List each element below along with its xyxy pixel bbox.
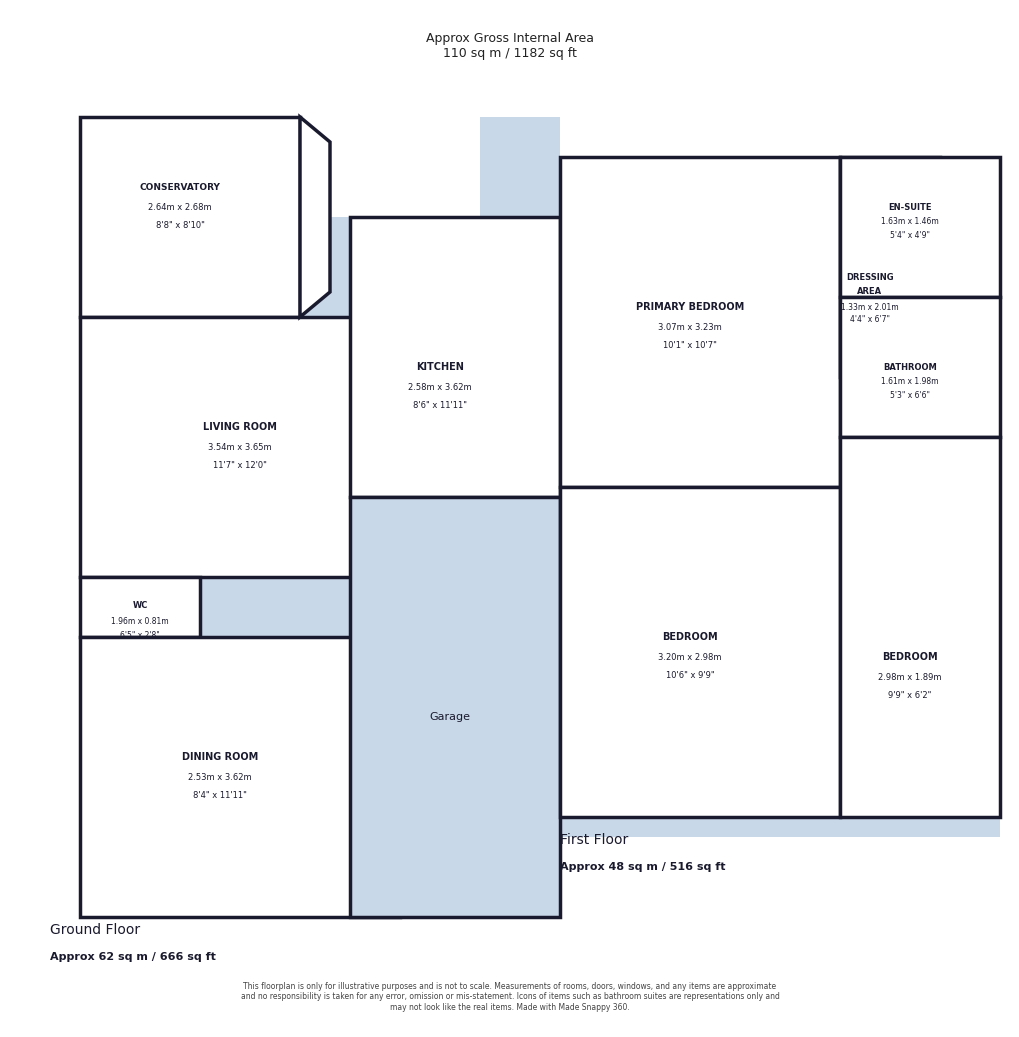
Bar — [840, 157, 940, 377]
Text: WC: WC — [132, 600, 148, 610]
Text: 1.33m x 2.01m: 1.33m x 2.01m — [841, 303, 898, 311]
Text: EN-SUITE: EN-SUITE — [888, 202, 930, 212]
Text: DINING ROOM: DINING ROOM — [181, 752, 258, 762]
Text: 5'3" x 6'6": 5'3" x 6'6" — [890, 391, 929, 399]
Bar — [350, 497, 559, 917]
Text: 5'4" x 4'9": 5'4" x 4'9" — [890, 230, 929, 240]
Text: DRESSING: DRESSING — [846, 273, 893, 281]
Polygon shape — [559, 157, 999, 837]
Text: KITCHEN: KITCHEN — [416, 362, 464, 372]
Text: 9'9" x 6'2": 9'9" x 6'2" — [888, 691, 930, 700]
Text: Ground Floor: Ground Floor — [50, 923, 140, 937]
Bar — [559, 487, 840, 817]
Text: This floorplan is only for illustrative purposes and is not to scale. Measuremen: This floorplan is only for illustrative … — [240, 982, 779, 1012]
Text: 3.07m x 3.23m: 3.07m x 3.23m — [657, 323, 721, 332]
Text: Approx 62 sq m / 666 sq ft: Approx 62 sq m / 666 sq ft — [50, 952, 216, 962]
Text: 3.54m x 3.65m: 3.54m x 3.65m — [208, 443, 271, 451]
Text: Garage: Garage — [429, 712, 470, 722]
Text: 8'4" x 11'11": 8'4" x 11'11" — [193, 790, 247, 800]
Text: 2.64m x 2.68m: 2.64m x 2.68m — [148, 202, 212, 212]
Text: 1.61m x 1.98m: 1.61m x 1.98m — [880, 377, 937, 387]
Text: 1.63m x 1.46m: 1.63m x 1.46m — [880, 218, 937, 226]
Text: Approx Gross Internal Area
110 sq m / 1182 sq ft: Approx Gross Internal Area 110 sq m / 11… — [426, 32, 593, 60]
Bar — [350, 217, 559, 497]
Polygon shape — [79, 117, 559, 917]
Text: LIVING ROOM: LIVING ROOM — [203, 422, 277, 432]
Text: 1.96m x 0.81m: 1.96m x 0.81m — [111, 617, 169, 626]
Text: Approx 48 sq m / 516 sq ft: Approx 48 sq m / 516 sq ft — [559, 862, 725, 872]
Text: AREA: AREA — [857, 287, 881, 297]
Text: 4'4" x 6'7": 4'4" x 6'7" — [849, 315, 890, 325]
Text: 3.20m x 2.98m: 3.20m x 2.98m — [657, 652, 721, 662]
Bar — [79, 637, 399, 917]
Text: BEDROOM: BEDROOM — [881, 652, 936, 662]
Text: 11'7" x 12'0": 11'7" x 12'0" — [213, 460, 267, 470]
Text: JUDGE
ESTATE AGENTS: JUDGE ESTATE AGENTS — [214, 506, 485, 568]
Bar — [840, 157, 999, 297]
Text: PRIMARY BEDROOM: PRIMARY BEDROOM — [635, 302, 744, 312]
Polygon shape — [300, 117, 330, 317]
Bar — [840, 297, 999, 437]
Text: 10'1" x 10'7": 10'1" x 10'7" — [662, 340, 716, 349]
Bar — [79, 577, 200, 637]
Text: First Floor: First Floor — [559, 833, 628, 847]
Text: 8'8" x 8'10": 8'8" x 8'10" — [156, 221, 204, 229]
Text: 10'6" x 9'9": 10'6" x 9'9" — [665, 671, 713, 679]
Text: CONSERVATORY: CONSERVATORY — [140, 183, 220, 192]
Text: 8'6" x 11'11": 8'6" x 11'11" — [413, 400, 467, 410]
Bar — [840, 437, 999, 817]
Text: 2.58m x 3.62m: 2.58m x 3.62m — [408, 383, 472, 392]
Bar — [79, 117, 300, 317]
Text: BATHROOM: BATHROOM — [882, 363, 936, 371]
Bar — [79, 317, 439, 577]
Text: BEDROOM: BEDROOM — [661, 632, 717, 642]
Text: 6'5" x 2'8": 6'5" x 2'8" — [120, 630, 160, 640]
Text: 2.98m x 1.89m: 2.98m x 1.89m — [877, 673, 941, 681]
Bar — [559, 157, 840, 487]
Text: 2.53m x 3.62m: 2.53m x 3.62m — [187, 773, 252, 782]
